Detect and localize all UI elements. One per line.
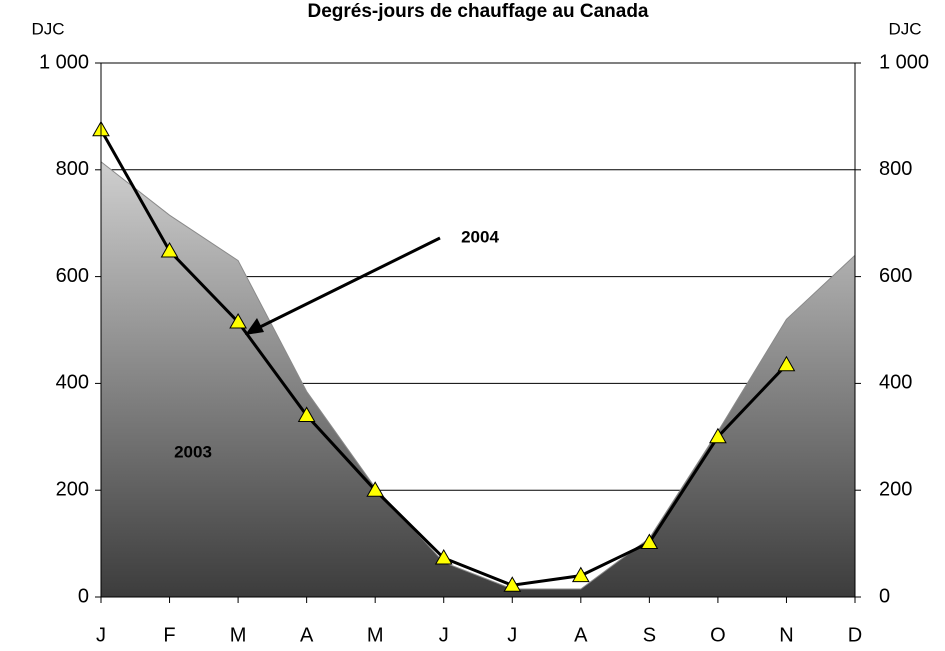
x-tick-label: S: [643, 624, 656, 646]
y-tick-label: 1 000: [39, 51, 89, 73]
annotation-arrow: [257, 236, 441, 330]
x-tick-label: J: [439, 624, 449, 646]
x-tick-label: J: [96, 624, 106, 646]
marker: [229, 312, 247, 329]
annotation-2003: 2003: [174, 442, 212, 461]
y-tick-label: 800: [56, 158, 89, 180]
x-tick-label: N: [779, 624, 793, 646]
annotation-2004: 2004: [461, 227, 499, 246]
marker: [366, 481, 385, 497]
y2-tick-label: 0: [879, 585, 890, 607]
y2-axis-label: DJC: [888, 19, 921, 38]
marker: [777, 355, 796, 372]
x-tick-label: O: [710, 624, 726, 646]
marker: [503, 576, 522, 592]
y2-tick-label: 1 000: [879, 51, 929, 73]
arrow-head: [245, 318, 264, 335]
marker: [434, 549, 453, 565]
y2-tick-label: 200: [879, 478, 912, 500]
y-tick-label: 200: [56, 478, 89, 500]
x-tick-label: D: [848, 624, 862, 646]
y2-tick-label: 600: [879, 265, 912, 287]
y2-tick-label: 800: [879, 158, 912, 180]
marker: [709, 427, 727, 444]
x-tick-label: A: [300, 624, 314, 646]
x-tick-label: J: [507, 624, 517, 646]
y-tick-label: 600: [56, 265, 89, 287]
chart-title: Degrés-jours de chauffage au Canada: [307, 1, 648, 22]
y-tick-label: 400: [56, 372, 89, 394]
x-tick-label: M: [230, 624, 247, 646]
y-axis-label: DJC: [31, 19, 64, 38]
y-tick-label: 0: [78, 585, 89, 607]
x-tick-label: A: [574, 624, 588, 646]
marker: [297, 406, 316, 422]
marker: [640, 533, 659, 550]
marker: [160, 241, 179, 258]
plot: [92, 120, 856, 598]
marker: [571, 566, 590, 583]
x-tick-label: M: [367, 624, 384, 646]
x-tick-label: F: [163, 624, 175, 646]
y2-tick-label: 400: [879, 372, 912, 394]
